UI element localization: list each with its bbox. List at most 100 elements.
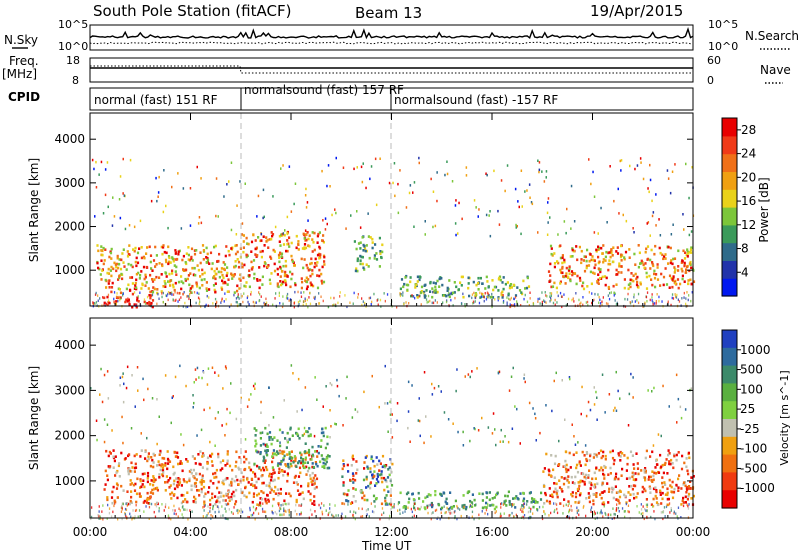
echo-cell	[169, 484, 172, 487]
echo-cell	[236, 258, 239, 261]
echo-noise	[294, 509, 296, 513]
echo-cell	[649, 475, 652, 479]
echo-cell	[595, 455, 599, 458]
echo-cell	[407, 501, 410, 504]
echo-cell	[363, 247, 367, 250]
echo-cell	[273, 269, 277, 273]
echo-noise	[371, 510, 374, 513]
echo-cell	[177, 477, 180, 480]
echo-cell	[185, 262, 188, 266]
echo-cell	[627, 287, 630, 291]
echo-noise	[502, 299, 505, 303]
echo-cell	[671, 262, 674, 266]
echo-cell	[384, 499, 387, 503]
echo-scatter	[469, 375, 471, 379]
echo-cell	[323, 260, 326, 263]
echo-cell	[380, 502, 384, 506]
echo-cell	[289, 285, 292, 289]
echo-cell	[593, 452, 596, 456]
echo-cell	[437, 503, 441, 507]
echo-noise	[313, 296, 315, 299]
echo-cell	[501, 290, 504, 294]
echo-cell	[660, 272, 663, 276]
echo-cell	[403, 282, 406, 286]
echo-cell	[623, 493, 626, 497]
echo-scatter	[538, 170, 540, 174]
echo-cell	[151, 269, 154, 272]
y-tick-label: 1000	[54, 474, 85, 488]
echo-cell	[668, 286, 671, 289]
echo-noise	[498, 297, 500, 300]
echo-cell	[485, 491, 488, 494]
echo-cell	[688, 485, 691, 488]
echo-cell	[171, 269, 174, 273]
echo-noise	[125, 508, 128, 511]
echo-noise	[448, 510, 450, 513]
echo-noise	[444, 511, 446, 515]
echo-noise	[166, 294, 168, 298]
echo-scatter	[620, 159, 623, 162]
echo-cell	[238, 287, 241, 290]
velocity-echo-layer	[90, 364, 695, 521]
echo-cell	[285, 283, 288, 287]
echo-scatter	[524, 190, 526, 193]
echo-cell	[692, 494, 695, 498]
echo-cell	[365, 454, 368, 458]
echo-cell	[555, 492, 558, 495]
echo-cell	[272, 490, 276, 493]
echo-cell	[411, 492, 414, 496]
echo-cell	[118, 258, 121, 261]
echo-noise	[274, 297, 276, 300]
echo-cell	[591, 255, 594, 258]
echo-cell	[105, 286, 108, 289]
echo-cell	[366, 498, 369, 502]
echo-noise	[652, 302, 654, 306]
echo-cell	[288, 465, 291, 469]
echo-cell	[617, 271, 620, 274]
echo-cell	[147, 455, 150, 458]
echo-scatter	[224, 365, 227, 368]
echo-cell	[618, 501, 621, 505]
echo-noise	[675, 296, 678, 299]
echo-cell	[253, 472, 257, 476]
echo-cell	[320, 439, 323, 442]
echo-cell	[181, 258, 184, 262]
echo-cell	[284, 437, 287, 440]
echo-noise	[314, 297, 316, 301]
echo-cell	[356, 269, 359, 273]
echo-cell	[669, 261, 672, 265]
echo-cell	[478, 492, 481, 495]
colorbar-swatch	[722, 401, 737, 420]
echo-cell	[233, 479, 236, 483]
echo-noise	[572, 297, 574, 300]
echo-cell	[404, 505, 407, 508]
echo-cell	[245, 495, 248, 499]
nave-tick-bottom: 0	[707, 74, 714, 87]
echo-noise	[520, 507, 523, 510]
echo-cell	[258, 286, 261, 290]
echo-noise	[634, 300, 636, 303]
echo-noise	[287, 509, 289, 512]
echo-cell	[659, 493, 662, 496]
echo-cell	[305, 473, 308, 476]
echo-noise	[590, 506, 593, 509]
echo-noise	[258, 299, 260, 303]
echo-cell	[673, 257, 677, 260]
echo-scatter	[292, 372, 294, 375]
colorbar-swatch	[722, 278, 737, 297]
echo-scatter	[668, 405, 670, 408]
echo-scatter	[488, 214, 490, 217]
echo-cell	[493, 507, 496, 511]
echo-scatter	[462, 444, 465, 447]
echo-noise	[449, 506, 451, 510]
echo-noise	[235, 300, 237, 304]
echo-noise	[263, 510, 265, 513]
echo-cell	[636, 462, 639, 465]
echo-noise	[240, 295, 243, 298]
echo-cell	[594, 477, 597, 480]
echo-cell	[290, 254, 293, 258]
echo-cell	[272, 452, 275, 456]
echo-noise	[624, 305, 627, 308]
echo-cell	[227, 249, 230, 253]
